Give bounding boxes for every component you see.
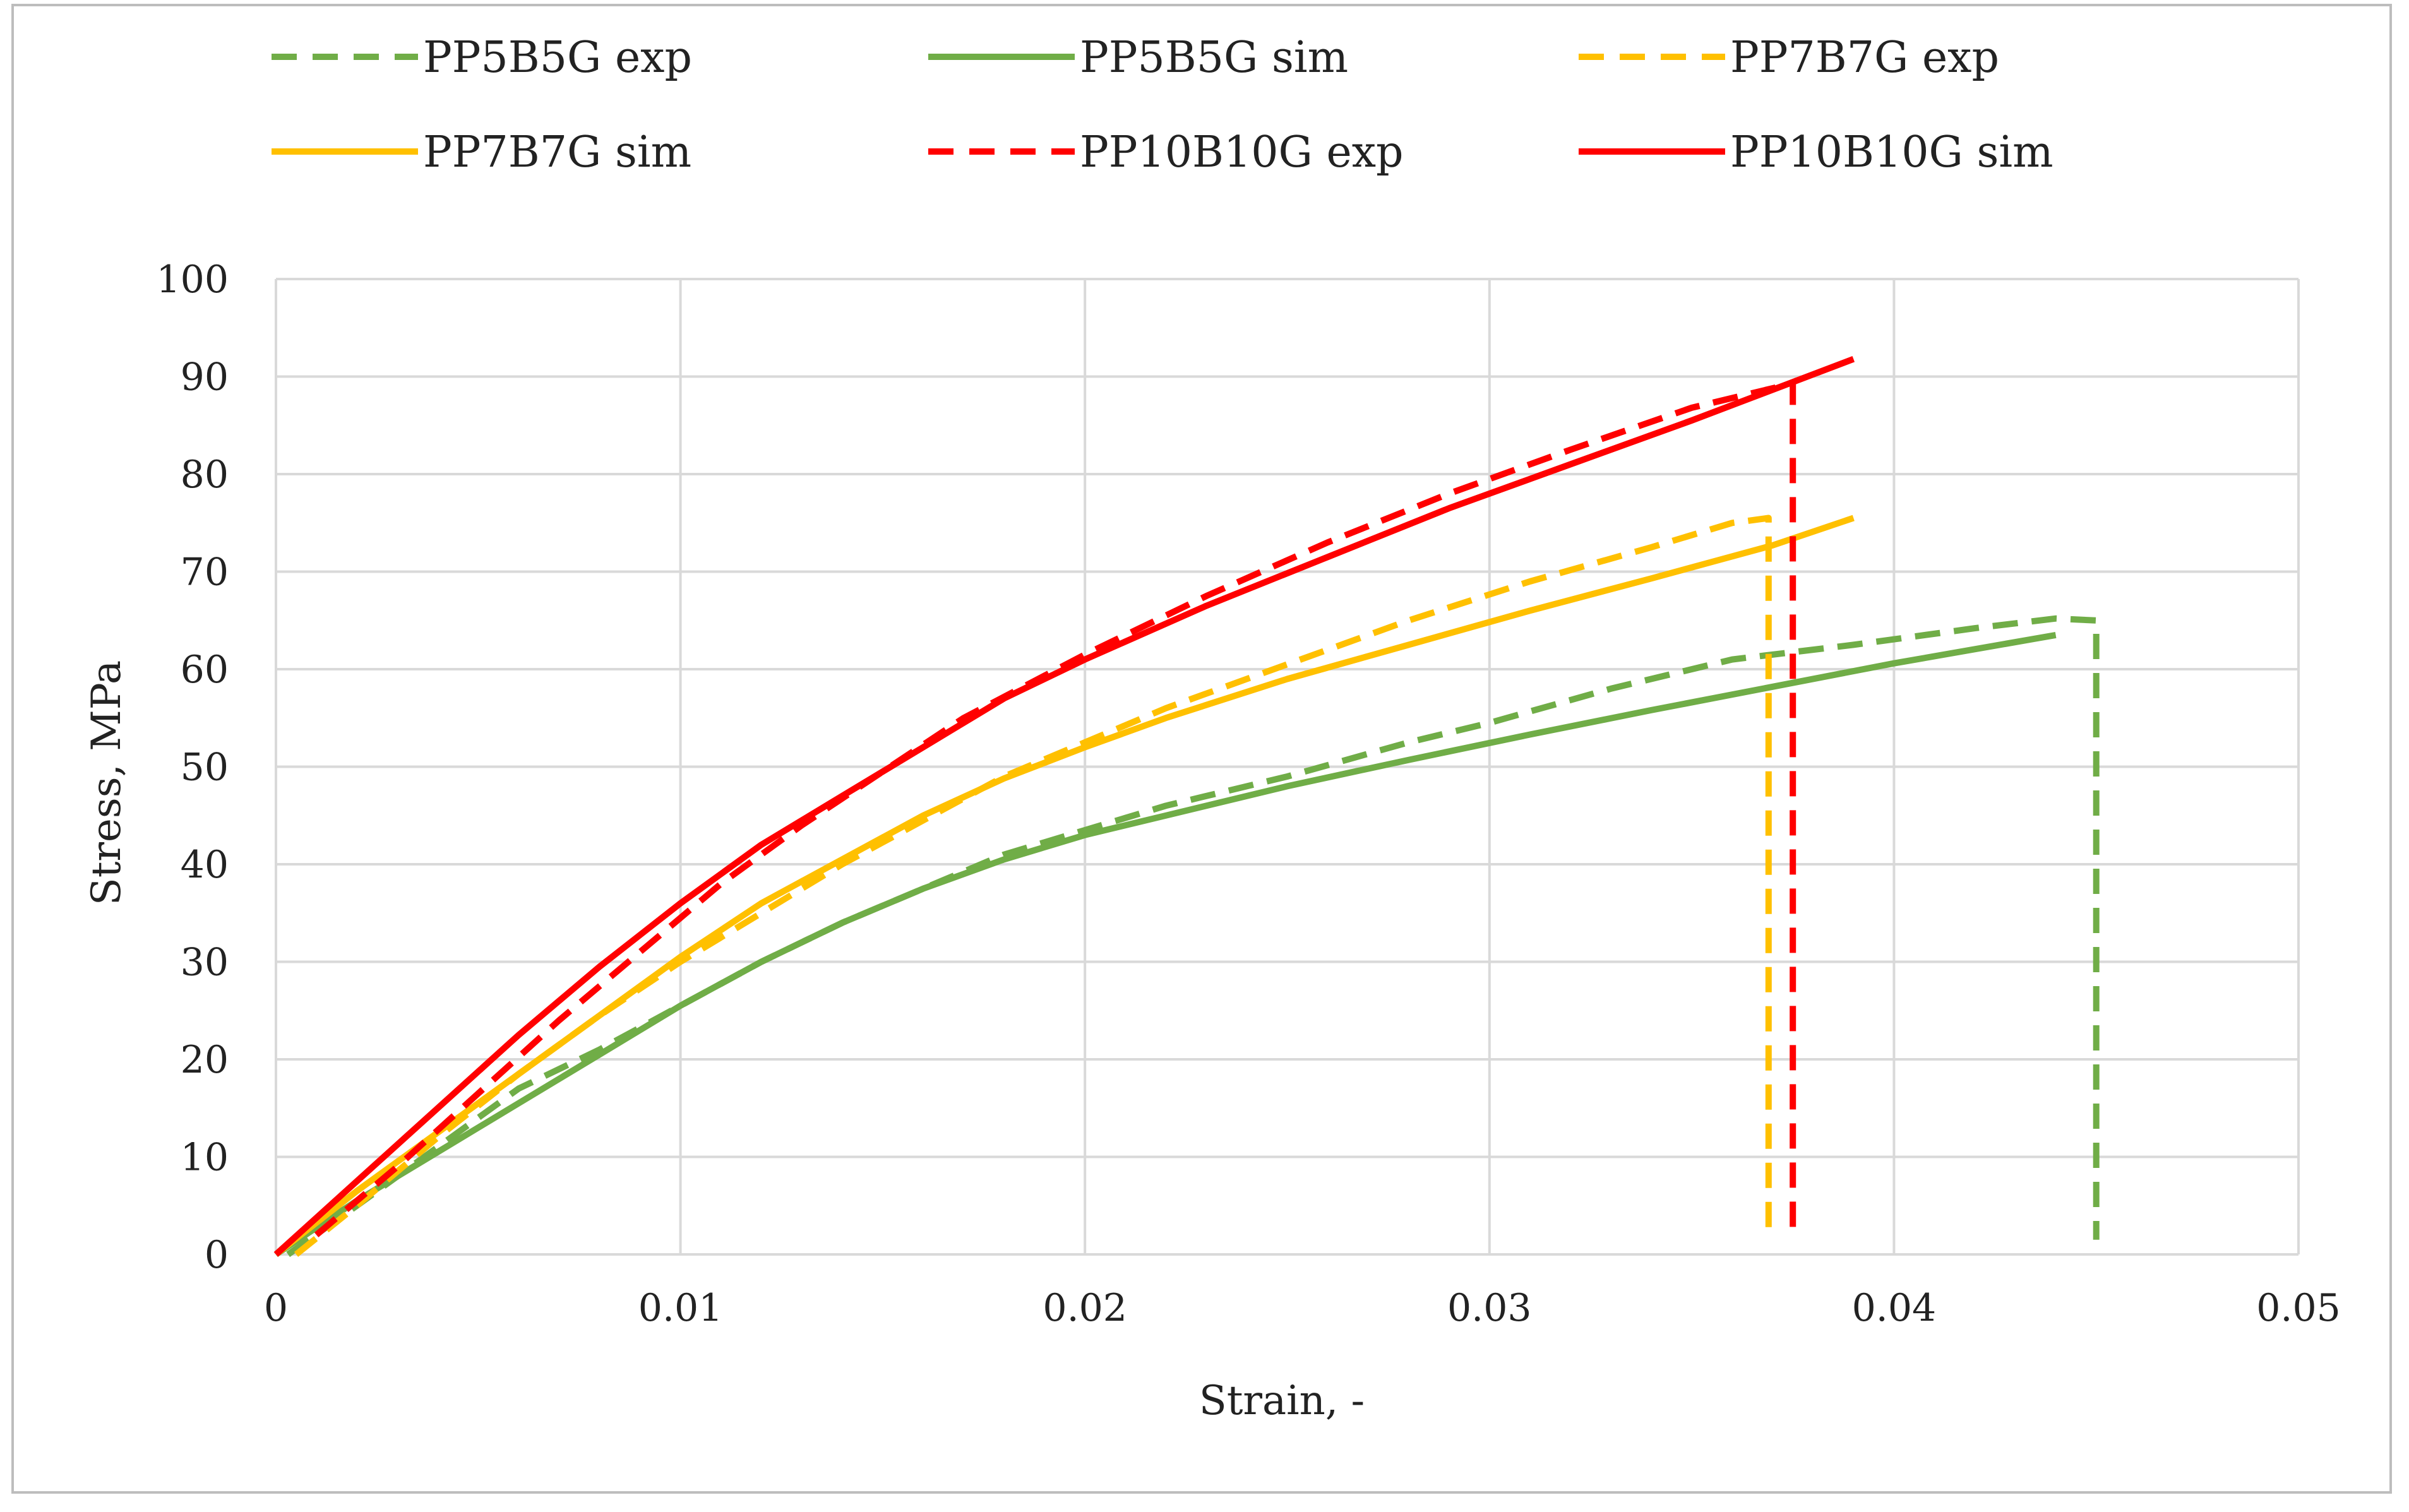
y-tick-label: 0	[205, 1233, 229, 1277]
y-tick-label: 70	[181, 551, 229, 595]
x-tick-label: 0.04	[1852, 1286, 1937, 1330]
y-axis-title: Stress, MPa	[83, 660, 130, 905]
series-line-pp5b5g-exp	[286, 615, 2100, 1258]
chart-frame	[11, 4, 2392, 1494]
y-tick-label: 100	[156, 258, 229, 302]
series-line-pp7b7g-sim	[273, 515, 1855, 1257]
y-tick-label: 60	[181, 648, 229, 692]
legend-label-pp5b5g-sim: PP5B5G sim	[1080, 33, 1348, 83]
grid-lines	[275, 278, 2300, 1256]
y-tick-label: 30	[181, 941, 229, 985]
y-tick-label: 20	[181, 1038, 229, 1082]
x-tick-label: 0.03	[1447, 1286, 1532, 1330]
x-tick-label: 0.01	[638, 1286, 723, 1330]
legend-label-pp10b10g-exp: PP10B10G exp	[1080, 128, 1404, 177]
series-line-pp5b5g-sim	[274, 631, 2057, 1258]
x-tick-label: 0.02	[1043, 1286, 1127, 1330]
y-tick-label: 80	[181, 453, 229, 497]
x-tick-label: 0.05	[2256, 1286, 2341, 1330]
series-line-pp7b7g-exp	[294, 515, 1772, 1257]
y-tick-label: 90	[181, 355, 229, 400]
x-axis-title: Strain, -	[1199, 1378, 1365, 1424]
series-line-pp10b10g-sim	[273, 356, 1855, 1257]
legend: PP5B5G exp PP5B5G sim PP7B7G exp PP7B7G sim…	[272, 33, 2053, 177]
legend-label-pp7b7g-sim: PP7B7G sim	[423, 128, 691, 177]
series-line-pp10b10g-exp	[314, 380, 1796, 1240]
series-layer	[273, 356, 2100, 1258]
x-tick-label: 0	[264, 1286, 288, 1330]
tick-labels: 0 10 20 30 40 50 60 70 80 90 100 0 0.01 0.02 0.03 0.04 0…	[156, 258, 2340, 1330]
legend-label-pp7b7g-exp: PP7B7G exp	[1730, 33, 1999, 83]
legend-label-pp10b10g-sim: PP10B10G sim	[1730, 128, 2053, 177]
y-tick-label: 40	[181, 843, 229, 887]
y-tick-label: 50	[181, 746, 229, 790]
y-tick-label: 10	[181, 1136, 229, 1180]
legend-label-pp5b5g-exp: PP5B5G exp	[423, 33, 692, 83]
